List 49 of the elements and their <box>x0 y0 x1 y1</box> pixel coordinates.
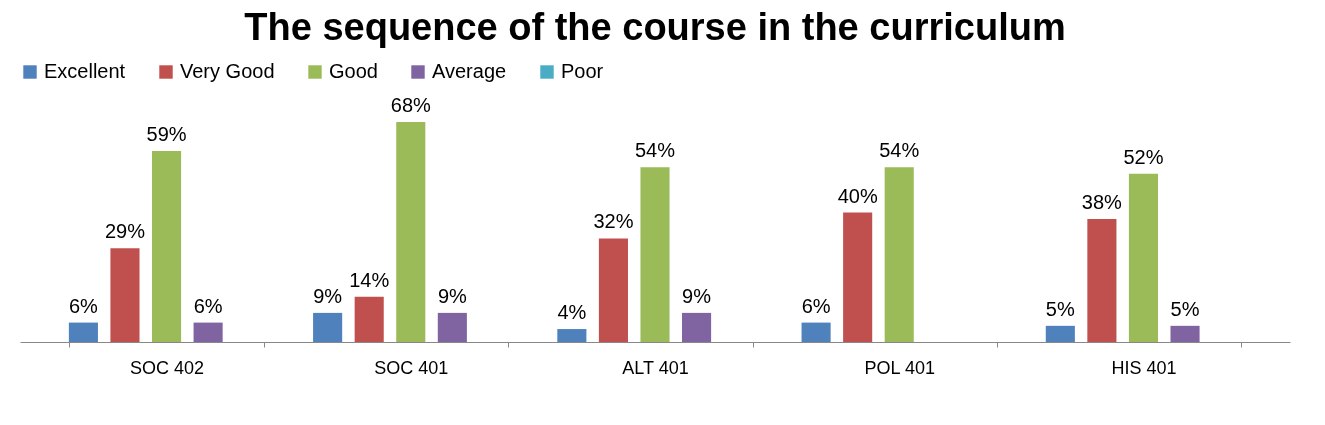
bar <box>1128 173 1159 342</box>
bar <box>557 329 587 342</box>
data-label: 6% <box>801 294 831 317</box>
data-label: 32% <box>593 210 634 233</box>
data-label: 59% <box>146 123 187 146</box>
x-tick-label: POL 401 <box>864 357 935 378</box>
data-label: 5% <box>1170 297 1200 320</box>
bar <box>313 312 343 342</box>
data-label: 52% <box>1123 145 1164 168</box>
data-label: 29% <box>104 220 146 243</box>
bar <box>801 322 831 342</box>
bar <box>396 122 426 342</box>
legend-label: Average <box>432 60 507 82</box>
bar <box>68 322 98 342</box>
data-label: 9% <box>437 284 468 307</box>
x-tick-label: SOC 402 <box>130 357 205 378</box>
bar <box>884 167 914 342</box>
data-label: 9% <box>682 284 712 307</box>
bar <box>110 248 140 342</box>
bar <box>354 296 384 342</box>
data-label: 5% <box>1045 297 1075 320</box>
x-tick-label: HIS 401 <box>1111 357 1177 378</box>
data-label: 54% <box>634 139 676 162</box>
data-label: 38% <box>1081 191 1123 214</box>
bar <box>1087 219 1117 342</box>
data-label: 4% <box>557 301 587 324</box>
data-label: 40% <box>837 184 878 207</box>
bar <box>843 212 873 342</box>
legend-label: Very Good <box>180 60 275 82</box>
bar <box>151 151 182 342</box>
data-label: 9% <box>313 284 343 307</box>
legend-label: Good <box>329 60 378 82</box>
bar <box>682 312 712 342</box>
legend-label: Poor <box>561 60 604 82</box>
data-label: 14% <box>349 268 390 291</box>
data-label: 6% <box>68 294 99 317</box>
bar <box>1170 325 1200 342</box>
x-tick-label: SOC 401 <box>374 357 449 378</box>
x-tick-label: ALT 401 <box>622 357 689 378</box>
bar <box>598 238 628 342</box>
chart-title: The sequence of the course in the curriculum <box>244 6 1066 48</box>
bar <box>193 322 223 342</box>
data-label: 6% <box>193 294 223 317</box>
bar <box>640 167 670 342</box>
data-label: 54% <box>879 139 920 162</box>
bar <box>1045 325 1075 342</box>
legend-label: Excellent <box>44 60 126 82</box>
data-label: 68% <box>390 94 431 116</box>
bar <box>437 312 467 342</box>
